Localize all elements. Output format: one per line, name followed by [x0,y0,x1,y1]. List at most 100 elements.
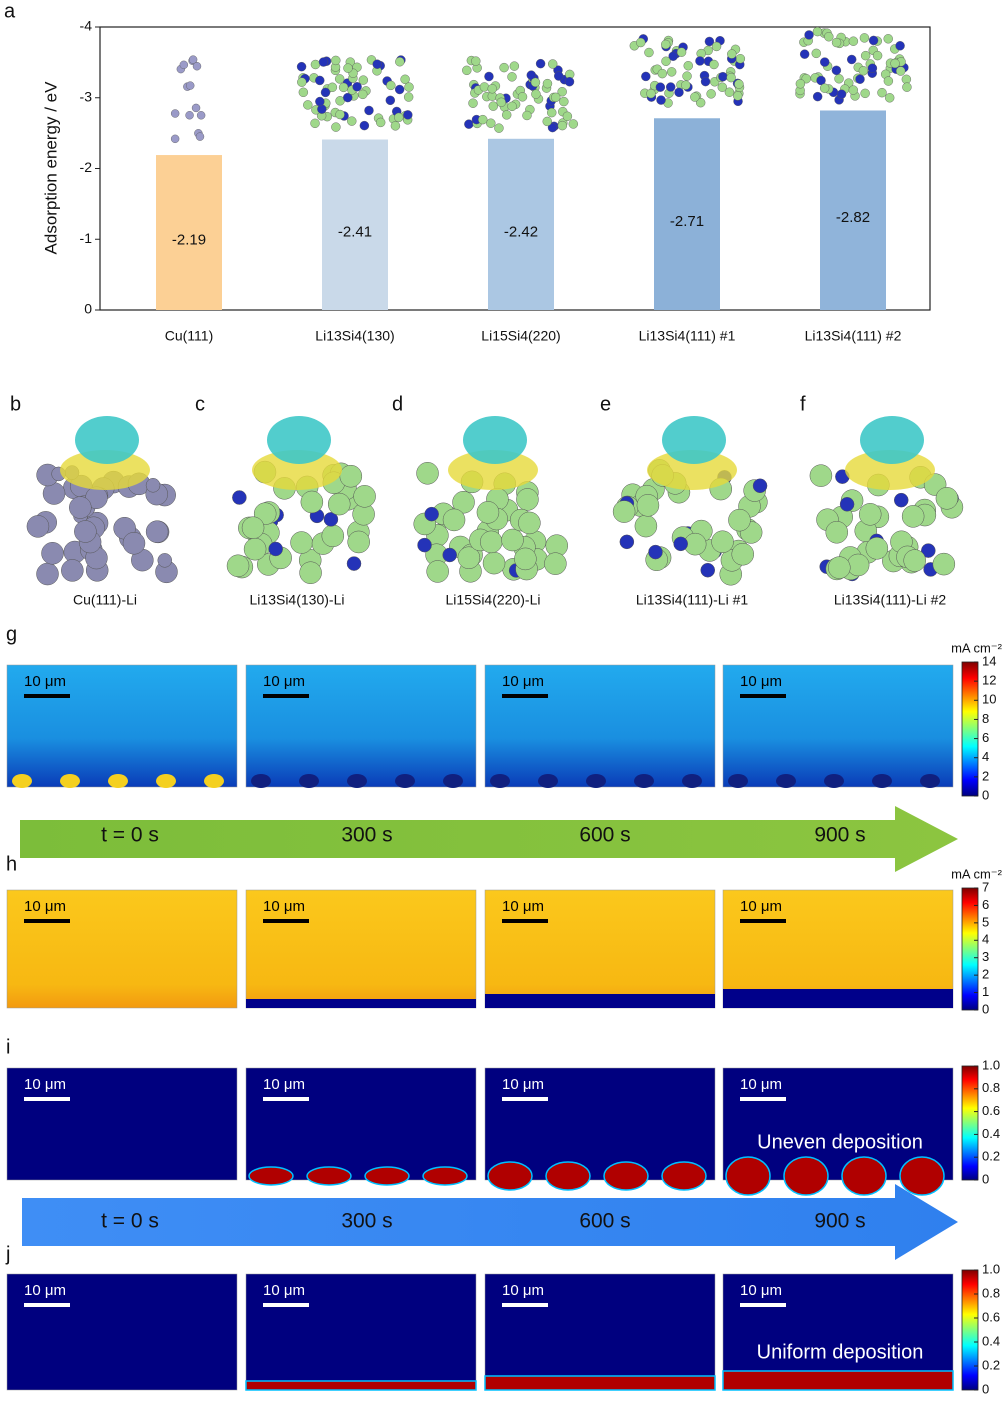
atom [347,116,357,126]
atom [303,100,313,110]
time-label: 900 s [814,824,865,847]
hotspot [776,774,796,788]
bar [654,118,720,310]
charge-density [463,416,527,464]
colorbar-tick-label: 6 [982,730,989,745]
atom [542,116,552,127]
atom [462,65,472,76]
atom [819,83,830,93]
atom [636,494,660,517]
atom [343,63,353,73]
atom [464,119,474,129]
hotspot [682,774,702,788]
atom [858,503,882,526]
atom [486,118,496,128]
x-tick-label: Li13Si4(130) [315,328,394,344]
atom [548,59,558,69]
atom [865,537,889,560]
atom [816,75,826,86]
atom [535,58,546,69]
y-tick-label: -2 [80,159,93,175]
hotspot [872,774,892,788]
atom [157,553,173,568]
atom [820,57,830,67]
atom [192,62,202,71]
atom [404,82,414,92]
atom [331,55,341,66]
atom [860,50,871,61]
colorbar [961,661,979,797]
deposit [545,1161,591,1191]
atom [522,110,532,121]
atom [188,55,198,64]
atom [501,110,512,120]
atom [480,530,503,554]
hotspot [251,774,271,788]
atom [858,66,869,76]
atom [834,74,844,84]
atom [901,505,925,528]
time-label: 600 s [579,824,630,847]
atom [364,105,374,116]
colorbar-tick-label: 0 [982,1171,989,1186]
atom [241,516,265,539]
charge-density [662,416,726,464]
atom [352,82,362,92]
scale-bar-label: 10 μm [24,1076,66,1093]
atom [733,91,743,101]
atom [728,508,751,532]
atom [334,74,345,84]
scale-bar-label: 10 μm [263,898,305,915]
hotspot [586,774,606,788]
colorbar-tick-label: 0 [982,787,989,802]
atom [846,553,870,577]
simulation-frame [484,1273,716,1391]
time-arrow [22,1184,958,1260]
x-tick-label: Cu(111) [165,328,214,344]
atom [390,121,401,131]
atom [145,520,169,543]
charge-density [647,450,737,490]
colorbar-tick-label: 7 [982,879,989,894]
scale-bar-label: 10 μm [24,1282,66,1299]
bar [488,138,554,310]
atom [646,88,656,99]
atom [478,114,488,125]
colorbar-tick-label: 5 [982,914,989,929]
atom [394,112,404,123]
time-label: 600 s [579,1210,630,1233]
hotspot [395,774,415,788]
atom [353,485,376,508]
atom [122,532,146,555]
colorbar-tick-label: 8 [982,711,989,726]
atom [394,84,405,95]
atom [400,74,410,84]
atom [424,506,439,522]
atom [711,530,734,553]
atom [395,57,405,67]
colorbar-tick-label: 0.4 [982,1126,1000,1141]
deposit-layer [246,999,476,1008]
atom [315,75,325,86]
atom [847,54,857,65]
atom [872,50,883,61]
atom [185,111,194,120]
charge-density [75,416,139,464]
scale-bar-label: 10 μm [24,673,66,690]
atom [321,524,345,548]
deposit [422,1166,468,1186]
colorbar-tick-label: 4 [982,932,989,947]
atom [644,47,654,58]
atom [682,71,692,81]
atom [893,492,909,508]
atom [902,82,912,92]
atom [734,79,744,89]
deposit-layer [485,994,715,1008]
atom [386,80,396,91]
deposit [306,1166,352,1186]
atom [347,530,370,554]
atom [339,464,363,488]
atom [868,35,879,46]
atom [848,36,859,46]
atom [403,92,414,102]
